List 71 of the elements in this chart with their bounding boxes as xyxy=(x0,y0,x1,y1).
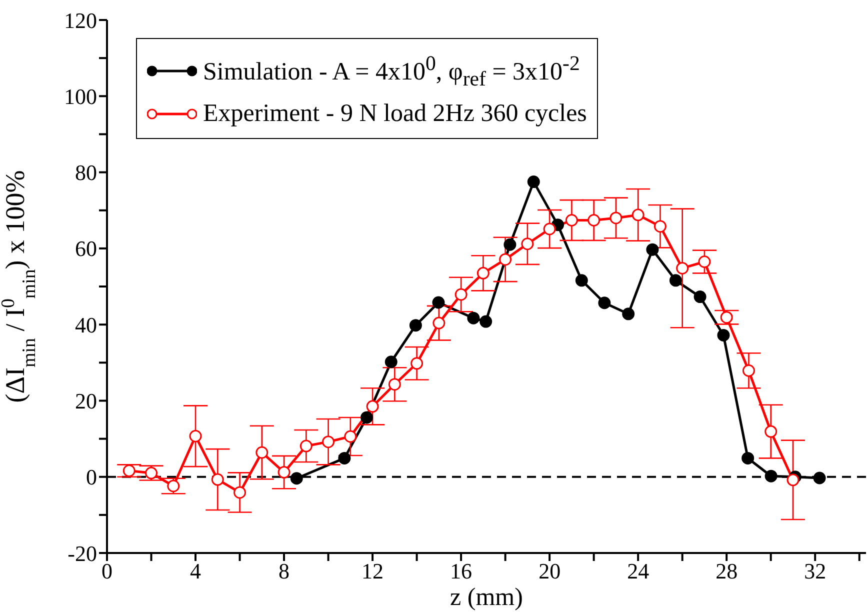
point xyxy=(476,266,490,280)
x-tick-label: 24 xyxy=(627,558,650,584)
point xyxy=(813,472,826,484)
point xyxy=(499,253,512,266)
y-tick-label: 40 xyxy=(75,312,97,338)
point xyxy=(720,311,733,324)
point xyxy=(189,430,202,442)
point xyxy=(432,296,445,309)
point xyxy=(211,473,224,486)
x-tick-label: 28 xyxy=(716,558,738,584)
point xyxy=(588,214,600,227)
x-axis-title: z (mm) xyxy=(450,584,523,611)
point xyxy=(122,464,136,478)
point xyxy=(764,425,778,438)
point xyxy=(742,452,754,464)
x-tick-label: 20 xyxy=(538,558,561,584)
point xyxy=(717,328,730,342)
y-tick-label: 20 xyxy=(75,388,97,414)
point xyxy=(521,238,534,250)
point xyxy=(764,470,778,482)
y-tick-label: 0 xyxy=(86,464,97,490)
point xyxy=(480,315,492,328)
point xyxy=(575,274,588,287)
y-tick-label: 80 xyxy=(75,160,97,186)
point xyxy=(300,440,312,452)
point xyxy=(742,364,755,377)
legend-label: Experiment - 9 N load 2Hz 360 cycles xyxy=(203,99,587,130)
point xyxy=(622,308,635,320)
point xyxy=(167,480,180,492)
x-tick-label: 0 xyxy=(102,558,112,584)
x-tick-label: 32 xyxy=(804,558,826,584)
point xyxy=(344,430,357,443)
point xyxy=(278,466,290,479)
point xyxy=(360,411,374,424)
y-tick-label: 60 xyxy=(75,236,97,262)
x-tick-label: 4 xyxy=(190,558,202,584)
point xyxy=(467,312,480,324)
point xyxy=(676,262,689,274)
point xyxy=(234,486,246,499)
point xyxy=(698,256,711,268)
y-tick-label: 120 xyxy=(64,8,97,33)
point xyxy=(694,290,706,304)
point xyxy=(454,288,468,301)
point xyxy=(654,220,666,233)
point xyxy=(145,466,158,480)
x-tick-label: 16 xyxy=(450,558,472,584)
point xyxy=(322,436,335,448)
point xyxy=(565,214,578,227)
x-tick-label: 12 xyxy=(362,558,384,584)
x-tick-label: 8 xyxy=(278,558,290,584)
point xyxy=(256,446,268,459)
point xyxy=(669,274,682,287)
point xyxy=(432,316,446,330)
point xyxy=(410,357,424,370)
point xyxy=(598,296,611,310)
y-tick-label: -20 xyxy=(68,540,97,566)
legend-label: Simulation - A = 4x10$^{0}$, φ$_{ref}$ = 3x10$^{-2}$ xyxy=(203,50,580,92)
point xyxy=(384,356,398,368)
point xyxy=(388,378,401,391)
point xyxy=(290,472,303,485)
point xyxy=(786,474,800,486)
point xyxy=(646,243,659,256)
point xyxy=(543,222,556,236)
y-tick-label: 100 xyxy=(64,84,97,109)
point xyxy=(632,208,644,222)
point xyxy=(409,319,422,332)
point xyxy=(504,238,516,251)
point xyxy=(527,176,540,188)
point xyxy=(610,212,622,224)
point xyxy=(338,452,351,464)
point xyxy=(366,400,379,413)
